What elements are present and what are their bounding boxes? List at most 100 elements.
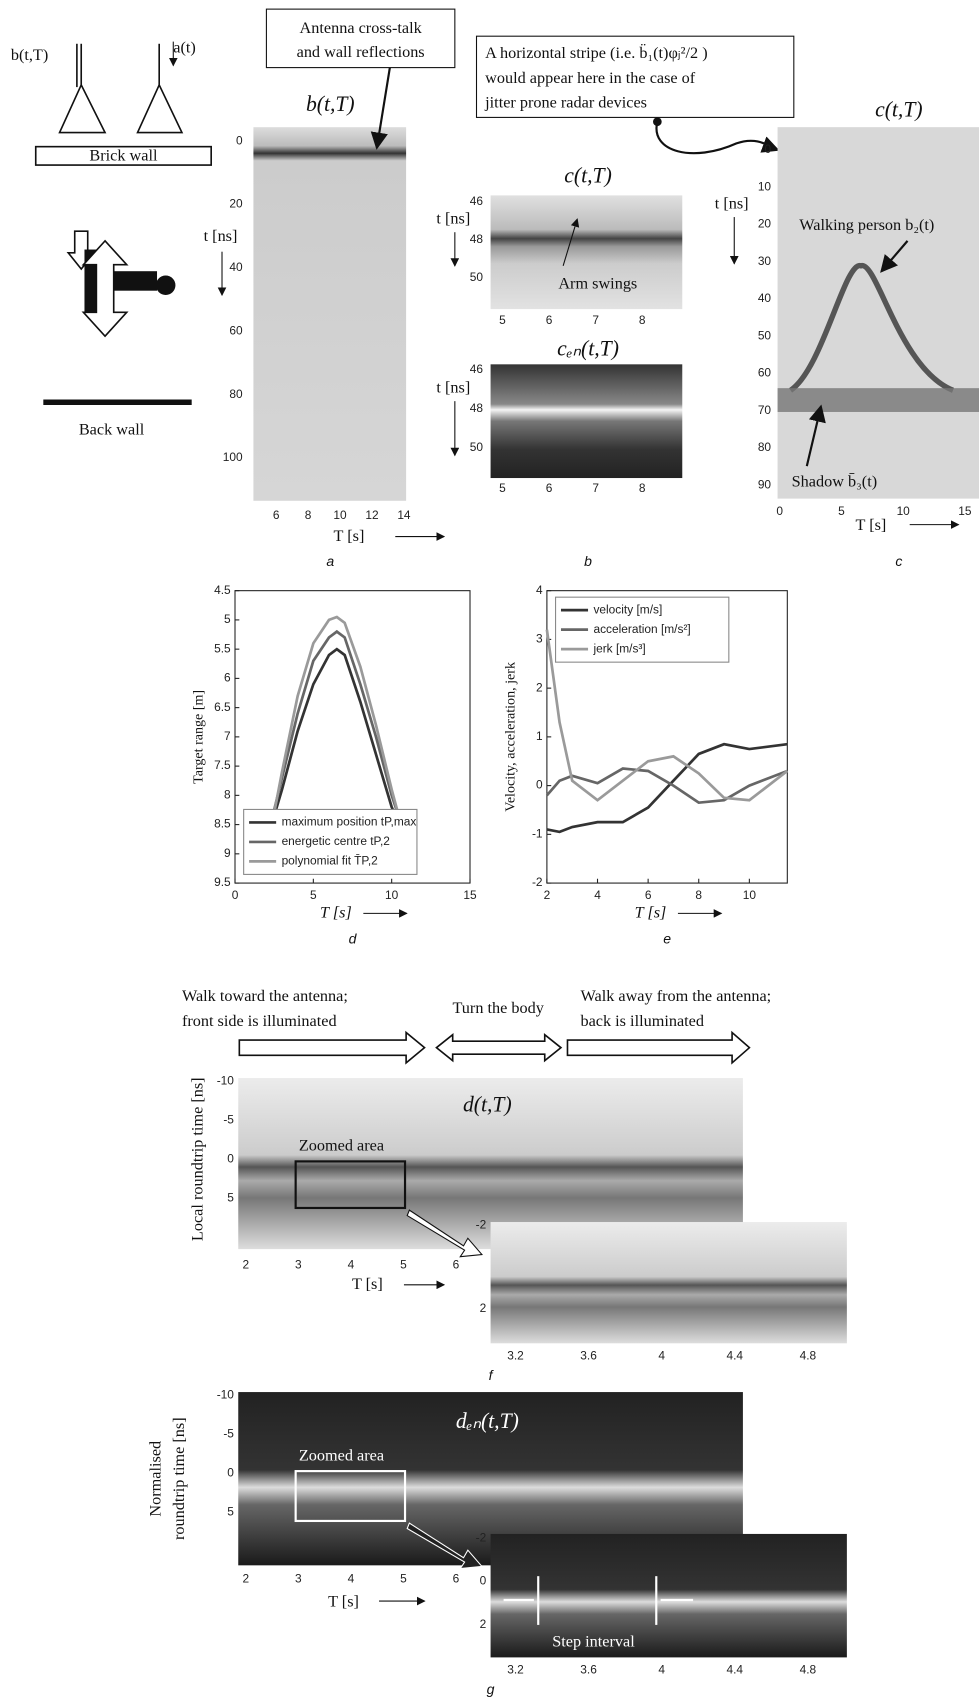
x-axis-label: T [s] bbox=[635, 904, 667, 922]
image-title: d(t,T) bbox=[463, 1093, 512, 1117]
tick-label: 14 bbox=[397, 508, 411, 522]
tick-label: 2 bbox=[243, 1257, 250, 1271]
tick-label: 8 bbox=[305, 508, 312, 522]
tick-label: 70 bbox=[758, 403, 772, 417]
axis-label: t [ns] bbox=[436, 378, 470, 396]
tick-label: 80 bbox=[758, 440, 772, 454]
callout: jitter prone radar devices bbox=[484, 94, 647, 112]
y-tick-label: 6 bbox=[224, 671, 231, 685]
zoom-arrow bbox=[406, 1209, 484, 1258]
y-tick-label: 7 bbox=[224, 729, 231, 743]
arrow bbox=[562, 218, 580, 266]
tick-label: 8 bbox=[639, 313, 646, 327]
radargram bbox=[490, 1222, 847, 1344]
tick-label: 10 bbox=[333, 508, 347, 522]
tick-label: 80 bbox=[229, 387, 243, 401]
tick-label: 0 bbox=[236, 133, 243, 147]
tick-label: 3 bbox=[295, 1572, 302, 1586]
tick-label: -10 bbox=[217, 1073, 235, 1087]
legend-label: maximum position tP,max bbox=[282, 815, 417, 829]
antenna-label: b(t,T) bbox=[11, 46, 48, 64]
x-tick-label: 6 bbox=[645, 888, 652, 902]
tick-label: 3.6 bbox=[580, 1663, 597, 1677]
tick-label: 4 bbox=[348, 1257, 355, 1271]
y-tick-label: 7.5 bbox=[214, 758, 231, 772]
legend-label: velocity [m/s] bbox=[593, 602, 662, 616]
tick-label: 50 bbox=[758, 328, 772, 342]
tick-label: 0 bbox=[227, 1465, 234, 1479]
tick-label: 8 bbox=[639, 481, 646, 495]
annotation: Step interval bbox=[552, 1633, 635, 1651]
double-arrow bbox=[81, 239, 129, 338]
wall-label: Brick wall bbox=[89, 147, 158, 165]
image-title: dₑₙ(t,T) bbox=[456, 1409, 519, 1433]
y-tick-label: 4.5 bbox=[214, 583, 231, 597]
tick-label: 5 bbox=[838, 504, 845, 518]
y-tick-label: 6.5 bbox=[214, 700, 231, 714]
zoom-box bbox=[294, 1470, 407, 1523]
zoom-box bbox=[294, 1160, 407, 1210]
tick-label: -5 bbox=[223, 1426, 234, 1440]
callout: A horizontal stripe (i.e. b̈₁(t)φⱼ²/2 ) bbox=[485, 43, 707, 62]
series-line bbox=[545, 629, 789, 802]
x-tick-label: 8 bbox=[695, 888, 702, 902]
callout: Antenna cross-talk bbox=[300, 19, 423, 37]
tick-label: 5 bbox=[499, 481, 506, 495]
tick-label: 100 bbox=[223, 450, 243, 464]
x-tick-label: 4 bbox=[594, 888, 601, 902]
tick-label: 2 bbox=[480, 1301, 487, 1315]
radargram bbox=[490, 1533, 847, 1658]
tick-label: -2 bbox=[476, 1530, 487, 1544]
callout: would appear here in the case of bbox=[485, 69, 696, 87]
callout-box bbox=[475, 35, 795, 118]
phase-label: back is illuminated bbox=[580, 1012, 704, 1030]
axis-label: t [ns] bbox=[715, 194, 749, 212]
tick-label: 6 bbox=[546, 481, 553, 495]
phase-label: Turn the body bbox=[452, 999, 544, 1017]
tick-label: 48 bbox=[470, 232, 484, 246]
tick-label: 0 bbox=[764, 142, 771, 156]
y-tick-label: 9 bbox=[224, 846, 231, 860]
caption: f bbox=[489, 1367, 495, 1383]
tick-label: 5 bbox=[499, 313, 506, 327]
tick-label: 30 bbox=[758, 254, 772, 268]
y-axis-label: Velocity, acceleration, jerk bbox=[502, 661, 518, 812]
y-tick-label: 4 bbox=[536, 583, 543, 597]
y-tick-label: 3 bbox=[536, 632, 543, 646]
x-axis-label: T [s] bbox=[320, 904, 352, 922]
tick-label: 5 bbox=[227, 1504, 234, 1518]
dot bbox=[653, 117, 662, 127]
tick-label: -10 bbox=[217, 1387, 235, 1401]
tick-label: 20 bbox=[758, 217, 772, 231]
caption: b bbox=[584, 553, 592, 569]
trace bbox=[788, 263, 955, 393]
series-line bbox=[265, 647, 409, 843]
arrow bbox=[880, 240, 909, 273]
tick-label: 6 bbox=[453, 1257, 460, 1271]
tick-label: 40 bbox=[758, 291, 772, 305]
tick-label: 50 bbox=[470, 440, 484, 454]
axis-label: T [s] bbox=[328, 1592, 359, 1610]
phase-label: front side is illuminated bbox=[182, 1012, 337, 1030]
phase-label: Walk toward the antenna; bbox=[182, 987, 348, 1005]
image-title: cₑₙ(t,T) bbox=[557, 337, 619, 361]
caption: d bbox=[349, 931, 358, 947]
radargram bbox=[777, 127, 979, 499]
y-tick-label: -2 bbox=[532, 875, 543, 889]
tick-label: 3.2 bbox=[507, 1348, 524, 1362]
axis-label: Local roundtrip time [ns] bbox=[189, 1077, 207, 1241]
zoom-label: Zoomed area bbox=[299, 1446, 384, 1464]
x-tick-label: 10 bbox=[743, 888, 757, 902]
tick-label: 3 bbox=[295, 1257, 302, 1271]
x-tick-label: 2 bbox=[544, 888, 551, 902]
phase-arrows bbox=[238, 1030, 751, 1065]
image-title: b(t,T) bbox=[306, 92, 355, 116]
legend-label: polynomial fit T̄P,2 bbox=[282, 854, 379, 868]
annotation: Walking person b₂(t) bbox=[799, 216, 934, 234]
y-tick-label: 8 bbox=[224, 787, 231, 801]
x-tick-label: 10 bbox=[385, 888, 399, 902]
tick-label: -2 bbox=[476, 1217, 487, 1231]
y-tick-label: 5.5 bbox=[214, 641, 231, 655]
tick-label: 40 bbox=[229, 260, 243, 274]
